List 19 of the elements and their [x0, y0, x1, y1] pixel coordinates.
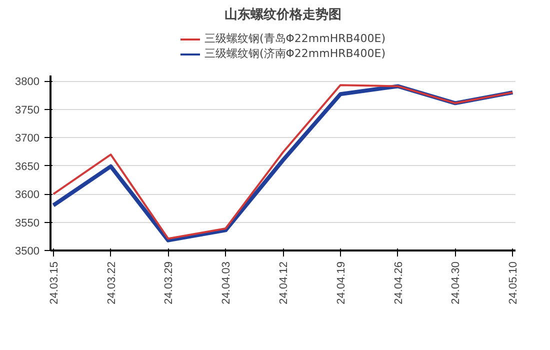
x-tick-label: 24.03.22: [106, 261, 118, 304]
x-tick-label: 24.03.29: [163, 261, 176, 304]
x-tick-label: 24.03.15: [48, 261, 60, 304]
legend-label: 三级螺纹钢(济南Φ22mmHRB400E): [204, 46, 386, 61]
y-tick-label: 3550: [15, 217, 40, 230]
x-tick-label: 24.04.30: [450, 261, 462, 304]
y-tick-label: 3650: [15, 160, 40, 173]
x-tick-label: 24.04.12: [278, 261, 290, 304]
x-tick-label: 24.04.03: [220, 261, 233, 304]
y-tick-label: 3600: [15, 189, 40, 202]
y-tick-label: 3750: [15, 104, 40, 116]
x-tick-label: 24.04.19: [335, 261, 348, 304]
legend-label: 三级螺纹钢(青岛Φ22mmHRB400E): [204, 31, 386, 46]
x-tick-label: 24.05.10: [508, 261, 520, 304]
y-tick-label: 3500: [15, 246, 40, 258]
x-tick-label: 24.04.26: [392, 261, 405, 304]
y-tick-label: 3700: [15, 132, 40, 145]
chart-title: 山东螺纹价格走势图: [224, 6, 342, 22]
y-tick-label: 3800: [15, 76, 40, 88]
